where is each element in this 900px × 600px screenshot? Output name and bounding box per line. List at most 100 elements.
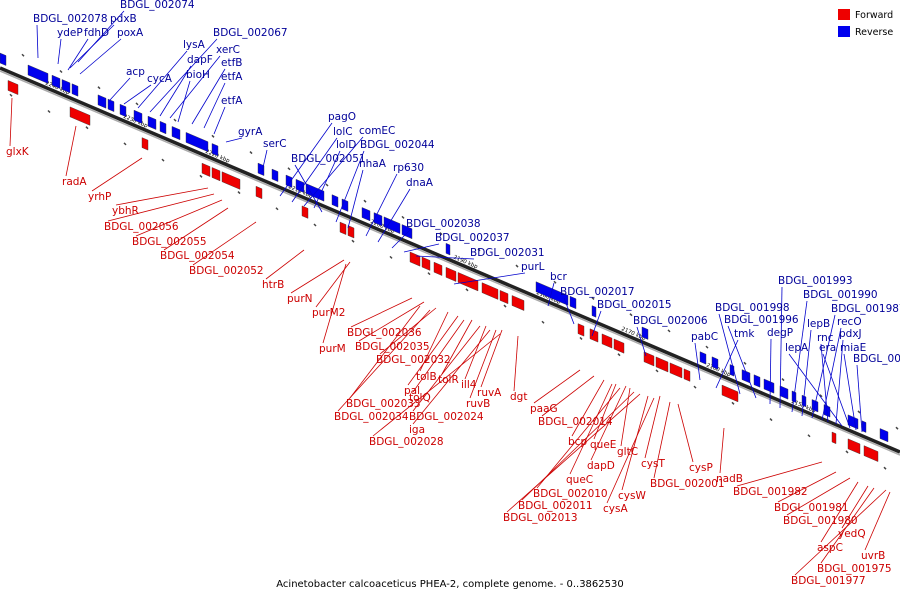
reverse-gene-label: recO [837,316,862,328]
forward-gene-label-leader [135,199,223,237]
reverse-gene-label-leader [811,314,836,419]
reverse-gene-label: BDGL_002067 [213,27,288,39]
gene-group [0,52,889,462]
forward-gene [255,185,263,200]
forward-gene-label-leader [91,157,143,192]
forward-gene-label-leader [9,97,13,147]
forward-gene-label: pal [404,385,420,397]
forward-gene-label-leader [590,385,627,461]
reverse-gene-label-leader [36,24,39,59]
reverse-gene-label-leader [159,65,192,117]
dash-mark [857,410,861,414]
reverse-gene [535,281,569,306]
forward-gene-label-leader [794,489,887,576]
reverse-gene [699,351,707,365]
forward-gene [499,290,509,305]
forward-gene-label-leader [441,319,473,375]
reverse-gene [107,98,115,112]
dash-mark [123,142,127,146]
forward-gene-label: paaG [530,403,558,415]
reverse-gene-label: pdxB [110,13,137,25]
reverse-gene-label-leader [856,364,863,433]
reverse-gene-label-leader [591,310,602,337]
forward-gene-label: nadB [716,473,743,485]
forward-gene-label: BDGL_002024 [409,411,484,423]
forward-gene-label: queC [566,474,593,486]
forward-gene-label-leader [864,491,891,551]
forward-gene-label-leader [536,387,621,489]
reverse-gene-label: dnaA [406,177,434,189]
reverse-gene-label-leader [177,80,191,123]
forward-gene-label: bcp [568,436,587,448]
reverse-gene [147,115,157,130]
reverse-gene [257,162,265,176]
dash-mark [21,53,25,57]
forward-gene-label: queE [590,439,616,451]
reverse-gene [383,216,401,234]
reverse-gene-label: BDGL_001987 [831,303,900,315]
reverse-gene-label-leader [203,82,226,129]
dash-mark [427,272,431,276]
reverse-gene [159,120,167,135]
reverse-gene-label: pagO [328,111,356,123]
forward-gene-label-leader [163,207,229,251]
reverse-gene-label-leader [835,339,844,425]
reverse-gene-label: BDGL_002044 [360,139,435,151]
dash-mark [629,313,633,317]
forward-gene-label: dgt [510,391,527,403]
forward-gene-label: BDGL_002001 [650,478,725,490]
legend: Forward Reverse [838,9,893,38]
forward-gene-label: ybhR [112,205,139,217]
reverse-gene-label: BDGL_001996 [724,314,799,326]
reverse-gene-label: degP [767,327,793,339]
forward-gene [847,438,861,455]
forward-gene [589,328,599,343]
forward-gene-label: htrB [262,279,284,291]
forward-gene-label-leader [736,461,823,487]
forward-gene-label: ruvB [466,398,490,410]
reverse-gene-label: BDGL_002074 [120,0,195,11]
reverse-gene-label: BDGL_002006 [633,315,708,327]
reverse-gene-label-leader [801,329,812,417]
reverse-gene-label: miaE [840,342,866,354]
dash-mark [883,466,887,470]
forward-gene-label: purN [287,293,313,305]
forward-gene [577,323,585,337]
reverse-gene-label-leader [123,84,152,105]
reverse-gene [61,79,71,94]
reverse-gene [285,174,293,188]
forward-gene-label: BDGL_002055 [132,236,207,248]
dash-mark [351,239,355,243]
reverse-gene [331,194,339,208]
reverse-gene [171,126,181,141]
forward-gene [211,167,221,182]
reverse-gene-label: lolD [336,139,356,151]
axis-shadow [0,70,900,456]
forward-gene-label-leader [464,325,487,380]
reverse-gene-label: BDGL_002078 [33,13,108,25]
forward-gene-label: tolB [416,371,437,383]
dash-mark [819,394,823,398]
reverse-gene-label-leader [67,38,89,71]
reverse-gene-label: BDGL_002017 [560,286,635,298]
forward-gene [669,362,683,379]
forward-gene-label-leader [412,319,465,393]
axis-line [0,66,900,454]
forward-gene-label: radA [62,176,87,188]
forward-gene [601,333,613,349]
dash-mark [465,288,469,292]
dash-mark [769,418,773,422]
reverse-gene-label-leader [636,326,647,357]
dash-mark [845,450,849,454]
dash-mark [249,151,253,155]
dash-mark [287,167,291,171]
dash-mark [541,320,545,324]
forward-gene [221,171,241,190]
forward-gene-label-leader [350,297,413,328]
forward-gene-label-leader [541,375,595,417]
forward-gene-label: iga [409,424,425,436]
forward-gene [69,106,91,126]
forward-gene-label-leader [290,259,345,294]
reverse-gene [51,74,61,89]
reverse-gene [569,295,577,310]
